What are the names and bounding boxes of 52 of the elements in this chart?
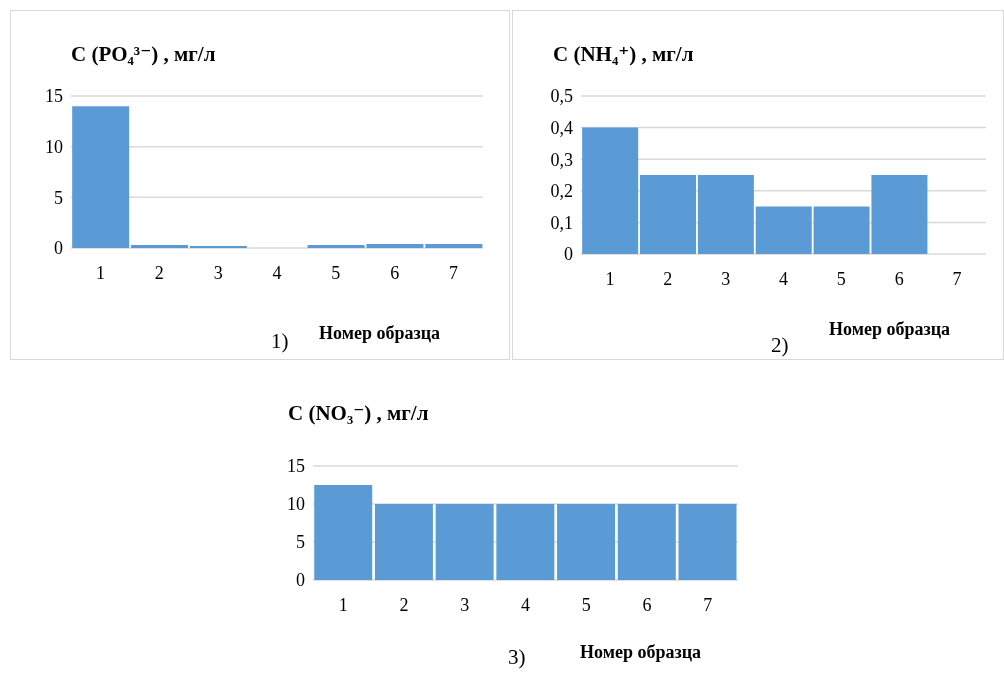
bar [640,175,697,254]
x-tick-label: 2 [154,262,164,283]
x-tick-label: 3 [721,268,731,289]
text: 3) [508,645,526,670]
x-tick-label: 4 [521,594,530,615]
chart-title: C (NH₄⁺) , мг/л [553,41,694,67]
text: 2) [771,333,789,358]
x-tick-label: 1 [95,262,105,283]
y-tick-label: 0 [564,244,573,265]
x-tick-label: 6 [894,268,904,289]
x-tick-label: 2 [663,268,673,289]
bar [131,244,189,248]
y-tick-label: 15 [45,86,63,107]
x-tick-label: 3 [213,262,223,283]
y-tick-label: 0,5 [550,86,573,107]
bar [189,245,247,248]
text: 1) [271,329,289,354]
x-axis-title: Номер образца [829,319,951,340]
bar [72,106,130,248]
bar [697,175,754,254]
x-tick-label: 4 [779,268,788,289]
x-axis-title: Номер образца [580,642,702,663]
chart-title: C (PO₄³⁻) , мг/л [71,41,216,67]
y-tick-label: 10 [287,494,305,515]
x-tick-label: 7 [449,262,459,283]
x-tick-label: 5 [581,594,591,615]
bar [755,206,812,254]
chart-title: C (NO₃⁻) , мг/л [288,400,429,426]
x-tick-label: 5 [836,268,846,289]
bar [582,127,639,254]
y-tick-label: 15 [287,456,305,477]
y-tick-label: 5 [54,187,63,208]
x-tick-label: 7 [703,594,713,615]
x-tick-label: 7 [952,268,962,289]
y-tick-label: 0,4 [550,117,573,138]
y-tick-label: 5 [296,532,305,553]
y-tick-label: 0,1 [550,212,573,233]
y-tick-label: 0 [54,238,63,259]
x-tick-label: 2 [399,594,409,615]
x-tick-label: 6 [390,262,400,283]
x-tick-label: 1 [338,594,348,615]
x-tick-label: 1 [605,268,615,289]
x-tick-label: 3 [460,594,470,615]
x-tick-label: 4 [272,262,282,283]
y-tick-label: 0,3 [550,149,573,170]
x-axis-title: Номер образца [319,323,441,344]
y-tick-label: 0,2 [550,181,573,202]
y-tick-label: 10 [45,137,63,158]
x-tick-label: 6 [642,594,652,615]
y-tick-label: 0 [296,570,305,591]
x-tick-label: 5 [331,262,341,283]
bar [425,243,483,248]
